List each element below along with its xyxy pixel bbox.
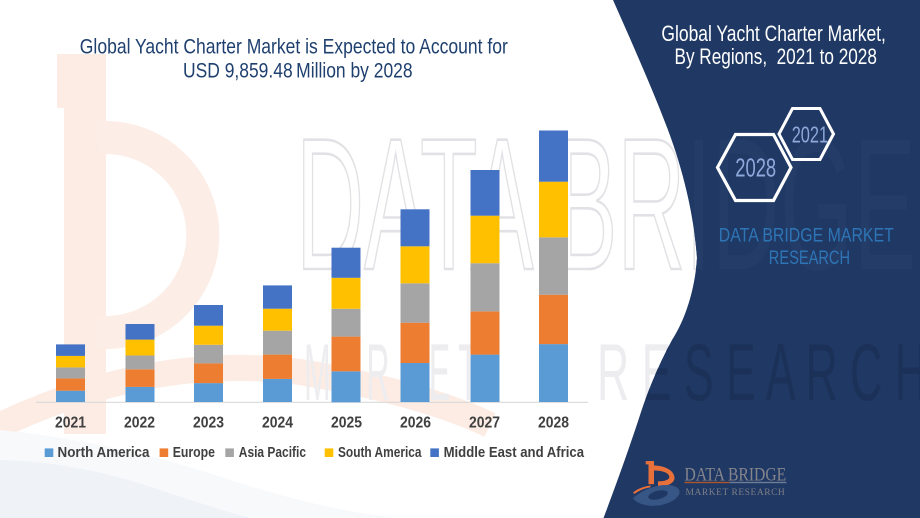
svg-text:2027: 2027 [469,415,500,432]
svg-text:North America: North America [58,444,151,461]
svg-text:By Regions, 2021 to 2028: By Regions, 2021 to 2028 [675,44,877,69]
svg-text:South America: South America [338,444,422,461]
svg-text:Europe: Europe [173,444,215,461]
svg-text:2024: 2024 [262,415,293,432]
svg-text:2028: 2028 [735,155,776,183]
svg-text:2022: 2022 [124,415,155,432]
svg-text:RESEARCH: RESEARCH [769,248,850,269]
svg-text:2021: 2021 [55,415,86,432]
svg-text:2025: 2025 [331,415,362,432]
svg-text:Middle East and Africa: Middle East and Africa [444,444,585,461]
svg-text:M A R K E T: M A R K E T [304,328,478,418]
svg-text:Asia Pacific: Asia Pacific [239,444,306,461]
svg-text:MARKET RESEARCH: MARKET RESEARCH [686,488,786,498]
svg-text:2026: 2026 [400,415,431,432]
svg-text:2023: 2023 [193,415,224,432]
svg-text:Global Yacht Charter Market is: Global Yacht Charter Market is Expected … [80,35,508,59]
svg-text:2021: 2021 [792,122,828,148]
svg-text:USD 9,859.48 Million by 2028: USD 9,859.48 Million by 2028 [183,58,413,82]
svg-text:DATA BRIDGE MARKET: DATA BRIDGE MARKET [719,224,894,246]
svg-text:2028: 2028 [538,415,569,432]
svg-text:Global Yacht Charter Market,: Global Yacht Charter Market, [661,21,886,46]
svg-text:DATA BRIDGE: DATA BRIDGE [685,465,787,486]
